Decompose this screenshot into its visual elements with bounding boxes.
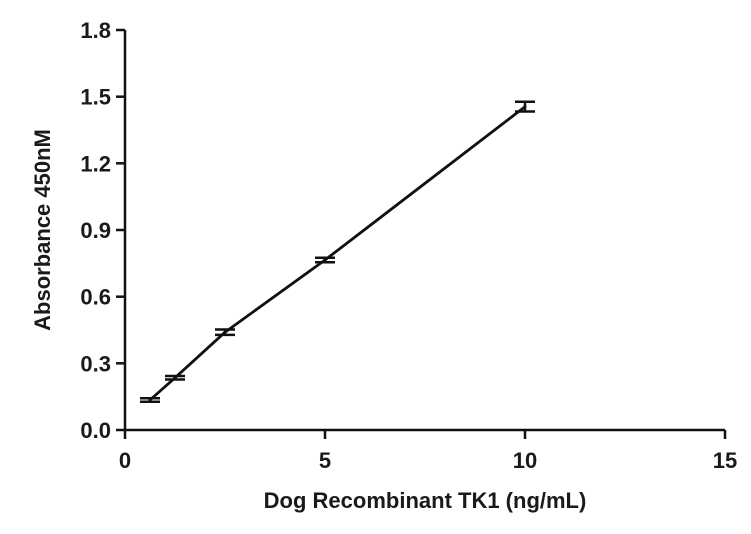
x-tick-label: 10 [513,448,537,473]
y-tick-label: 0.3 [80,351,111,376]
axes: 0.0 0.3 0.6 0.9 1.2 1.5 1.8 0 5 10 15 [80,18,737,473]
data-point [323,258,327,262]
y-tick-label: 1.2 [80,151,111,176]
y-tick-label: 1.8 [80,18,111,43]
x-axis-title: Dog Recombinant TK1 (ng/mL) [264,488,587,513]
data-point [173,376,177,380]
series-line [149,105,526,402]
x-tick-label: 0 [119,448,131,473]
y-axis-title: Absorbance 450nM [30,129,55,331]
data-point [223,330,227,334]
data-point [148,398,152,402]
x-tick-label: 5 [319,448,331,473]
data-point [523,105,527,109]
y-tick-label: 0.6 [80,285,111,310]
y-tick-label: 0.9 [80,218,111,243]
y-tick-label: 0.0 [80,418,111,443]
x-tick-label: 15 [713,448,737,473]
y-tick-label: 1.5 [80,85,111,110]
data-marks [140,100,535,404]
